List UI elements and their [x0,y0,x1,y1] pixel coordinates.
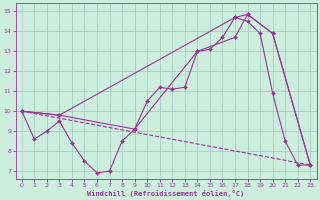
X-axis label: Windchill (Refroidissement éolien,°C): Windchill (Refroidissement éolien,°C) [87,190,245,197]
